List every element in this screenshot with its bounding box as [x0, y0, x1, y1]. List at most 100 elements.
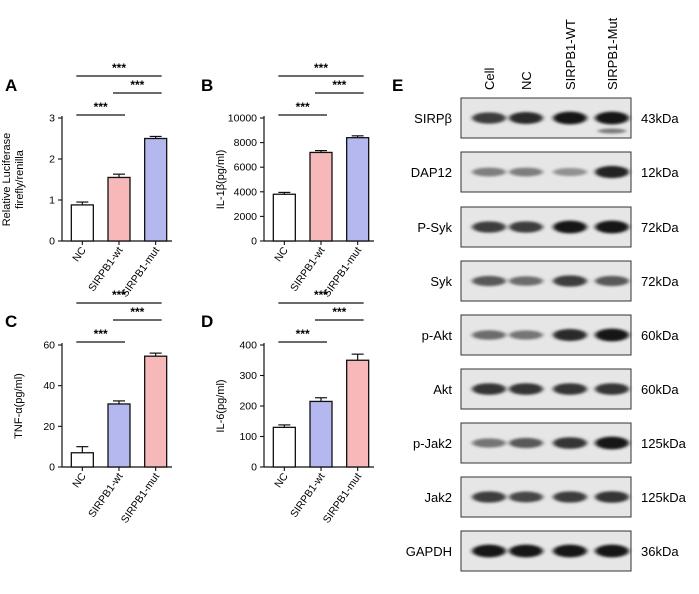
y-axis-label-line: IL-1β(pg/ml): [215, 150, 227, 210]
significance-label: ***: [130, 305, 144, 319]
blot-band: [595, 328, 629, 342]
protein-label: p-Akt: [422, 328, 453, 343]
blot-band: [472, 383, 506, 395]
bar-charts: A 0 1 2 3 Relative Luciferasefirefly/renilla N…: [1, 61, 374, 526]
molecular-weight-label: 125kDa: [641, 436, 687, 451]
y-tick-label: 2000: [234, 211, 258, 223]
panel-letter: C: [5, 312, 17, 331]
lane-label: Cell: [482, 67, 497, 90]
category-label: SIRPB1-wt: [288, 245, 327, 294]
blot-band: [595, 165, 629, 179]
bar: [272, 193, 296, 242]
lane-label: SIRPB1-Mut: [605, 17, 620, 90]
blot-band: [553, 437, 587, 449]
blot-band: [509, 330, 543, 340]
blot-band: [553, 544, 587, 558]
blot-band: [472, 275, 506, 287]
y-axis-label-line: Relative Luciferase: [1, 133, 13, 227]
molecular-weight-label: 72kDa: [641, 274, 679, 289]
category-label: NC: [272, 245, 291, 265]
category-label: NC: [272, 471, 291, 491]
y-tick-label: 100: [239, 431, 257, 443]
blot-row: Syk 72kDa: [430, 260, 679, 302]
blot-row: Jak2 125kDa: [425, 476, 687, 518]
protein-label: Akt: [433, 382, 452, 397]
category-label: NC: [70, 245, 89, 265]
blot-band: [553, 491, 587, 503]
blot-row: DAP12 12kDa: [411, 151, 679, 193]
significance-label: ***: [296, 100, 310, 114]
category-label: NC: [70, 471, 89, 491]
lane-label: NC: [519, 71, 534, 90]
category-label: SIRPB1-wt: [288, 471, 327, 520]
blot-row: GAPDH 36kDa: [406, 530, 679, 572]
y-tick-label: 6000: [234, 162, 258, 174]
bar: [272, 426, 296, 468]
blot-band: [509, 544, 543, 558]
blot-band: [553, 275, 587, 287]
blot-band: [509, 221, 543, 233]
category-label: SIRPB1-mut: [119, 471, 162, 526]
panel-letter: B: [201, 76, 213, 95]
y-axis-label-line: TNF-α(pg/ml): [13, 373, 25, 439]
chart-panel-b: B 0 2000 4000 6000 8000 10000 IL-1β(pg/ml) NCSIR…: [201, 61, 374, 300]
blot-band: [595, 275, 629, 287]
blot-band: [472, 544, 506, 558]
molecular-weight-label: 125kDa: [641, 490, 687, 505]
blot-band: [595, 220, 629, 234]
lane-label: SIRPB1-WT: [563, 19, 578, 90]
y-tick-label: 8000: [234, 137, 258, 149]
y-axis-label-line: firefly/renilla: [14, 149, 26, 209]
blot-row: SIRPβ 43kDa: [414, 97, 679, 139]
y-tick-label: 2: [49, 154, 55, 166]
y-tick-label: 4000: [234, 186, 258, 198]
blot-band: [509, 276, 543, 286]
bar: [346, 137, 370, 242]
bar: [309, 151, 333, 242]
protein-label: P-Syk: [417, 220, 452, 235]
chart-panel-a: A 0 1 2 3 Relative Luciferasefirefly/renilla N…: [1, 61, 172, 300]
y-axis-label: Relative Luciferasefirefly/renilla: [1, 133, 26, 227]
panel-letter: A: [5, 76, 17, 95]
protein-label: DAP12: [411, 165, 452, 180]
significance-label: ***: [314, 61, 328, 75]
molecular-weight-label: 36kDa: [641, 544, 679, 559]
y-tick-label: 0: [251, 462, 257, 474]
blot-band: [472, 330, 506, 340]
blot-band: [595, 436, 629, 450]
significance-label: ***: [94, 327, 108, 341]
molecular-weight-label: 72kDa: [641, 220, 679, 235]
bar: [70, 452, 94, 468]
blot-row: p-Akt 60kDa: [422, 314, 679, 356]
blot-band: [472, 221, 506, 233]
molecular-weight-label: 60kDa: [641, 328, 679, 343]
y-tick-label: 10000: [228, 113, 257, 125]
y-tick-label: 3: [49, 113, 55, 125]
category-label: SIRPB1-mut: [321, 471, 364, 526]
y-axis-label: IL-1β(pg/ml): [215, 150, 227, 210]
blot-band: [595, 491, 629, 503]
molecular-weight-label: 60kDa: [641, 382, 679, 397]
blot-band: [509, 437, 543, 449]
blot-band: [509, 167, 543, 177]
blot-band: [472, 112, 506, 124]
y-axis-label: IL-6(pg/ml): [215, 379, 227, 432]
significance-label: ***: [94, 100, 108, 114]
blot-band: [553, 167, 587, 177]
significance-label: ***: [332, 305, 346, 319]
chart-panel-d: D 0 100 200 300 400 IL-6(pg/ml) NCSIRPB1-wtSIRP…: [201, 288, 374, 526]
blot-band: [553, 111, 587, 125]
category-label: SIRPB1-wt: [86, 245, 125, 294]
blot-row: P-Syk 72kDa: [417, 206, 679, 248]
blot-band: [595, 111, 629, 125]
significance-label: ***: [130, 78, 144, 92]
protein-label: Jak2: [425, 490, 452, 505]
y-axis-label-line: IL-6(pg/ml): [215, 379, 227, 432]
y-tick-label: 0: [49, 236, 55, 248]
blot-band: [553, 383, 587, 395]
blot-band: [472, 491, 506, 503]
bar: [107, 176, 131, 242]
protein-label: GAPDH: [406, 544, 452, 559]
significance-label: ***: [332, 78, 346, 92]
